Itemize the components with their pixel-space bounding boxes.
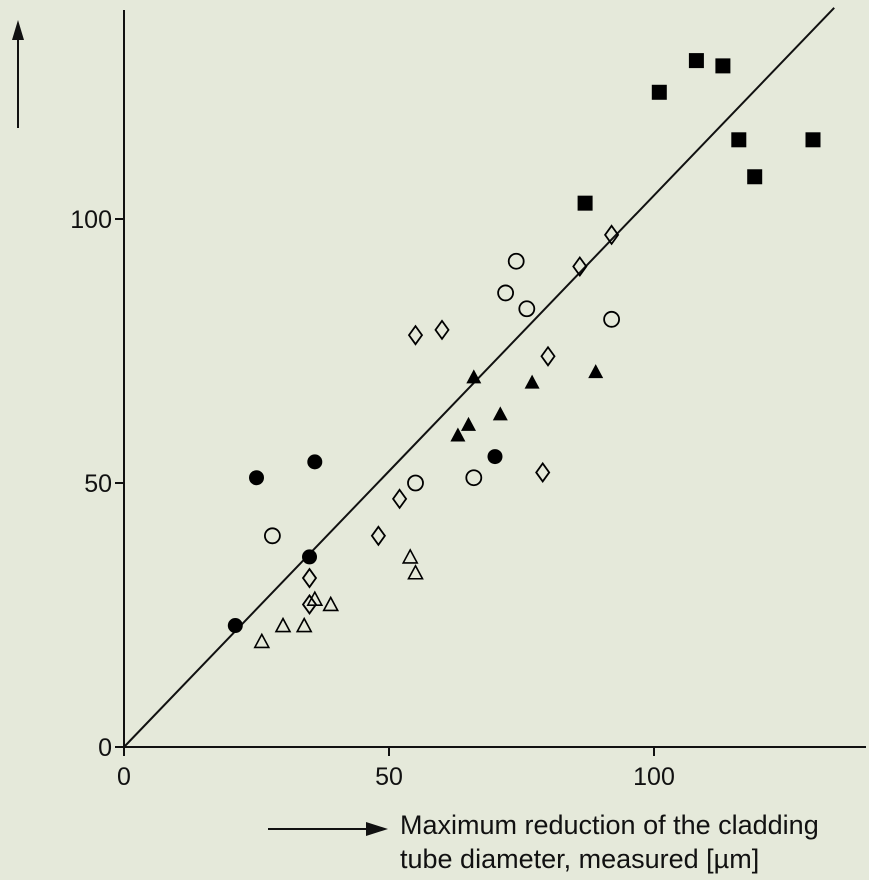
data-point-filled-circle	[307, 454, 323, 470]
data-point-open-diamond	[301, 567, 318, 589]
data-point-filled-square	[688, 53, 704, 69]
data-point-open-triangle	[407, 564, 424, 580]
x-axis-label: Maximum reduction of the cladding tube d…	[400, 808, 819, 876]
data-point-open-diamond	[370, 525, 387, 547]
data-point-open-circle	[518, 300, 536, 318]
data-point-filled-square	[651, 84, 667, 100]
data-point-open-circle	[263, 527, 281, 545]
x-tick-label: 0	[117, 763, 131, 791]
data-point-open-diamond	[434, 319, 450, 341]
data-point-filled-circle	[487, 449, 503, 465]
fit-line	[123, 7, 835, 748]
x-axis-label-line-2: tube diameter, measured [µm]	[400, 844, 760, 874]
x-tick-label: 100	[633, 763, 675, 791]
data-point-filled-circle	[302, 549, 317, 565]
data-point-filled-triangle	[588, 364, 604, 379]
data-point-open-circle	[497, 284, 515, 302]
data-point-open-triangle	[295, 616, 313, 633]
data-point-open-triangle	[322, 595, 340, 612]
data-point-open-diamond	[391, 488, 408, 510]
data-point-filled-circle	[227, 618, 243, 634]
data-point-open-diamond	[301, 593, 318, 615]
data-point-filled-triangle	[466, 369, 482, 384]
y-tick-label: 50	[84, 470, 112, 498]
y-tick-label: 100	[70, 206, 112, 234]
data-point-filled-square	[715, 58, 731, 74]
data-point-filled-square	[805, 132, 821, 148]
data-point-open-circle	[465, 469, 483, 487]
y-axis-arrowhead-icon	[12, 20, 24, 40]
data-point-open-diamond	[540, 345, 556, 367]
data-point-open-triangle	[274, 616, 292, 633]
data-point-open-circle	[407, 474, 424, 492]
data-point-filled-square	[731, 132, 747, 148]
data-point-open-diamond	[572, 255, 588, 278]
x-axis-label-line-1: Maximum reduction of the cladding	[400, 810, 819, 840]
data-point-filled-triangle	[450, 427, 466, 442]
data-point-open-circle	[603, 310, 620, 328]
data-point-filled-triangle	[492, 406, 508, 421]
y-tick-label: 0	[98, 734, 112, 762]
data-point-filled-circle	[249, 470, 264, 486]
data-point-filled-triangle	[524, 374, 540, 389]
x-tick-label: 50	[375, 763, 403, 791]
data-point-filled-square	[747, 169, 763, 185]
data-point-open-diamond	[407, 324, 424, 346]
data-point-filled-triangle	[461, 416, 476, 431]
data-point-open-triangle	[253, 632, 271, 649]
data-point-open-circle	[507, 252, 525, 270]
data-point-open-triangle	[401, 548, 419, 564]
data-point-open-diamond	[603, 224, 620, 246]
data-point-open-diamond	[535, 461, 551, 483]
x-label-arrowhead-icon	[366, 822, 388, 836]
data-point-filled-square	[577, 195, 593, 211]
data-point-open-triangle	[306, 590, 324, 606]
